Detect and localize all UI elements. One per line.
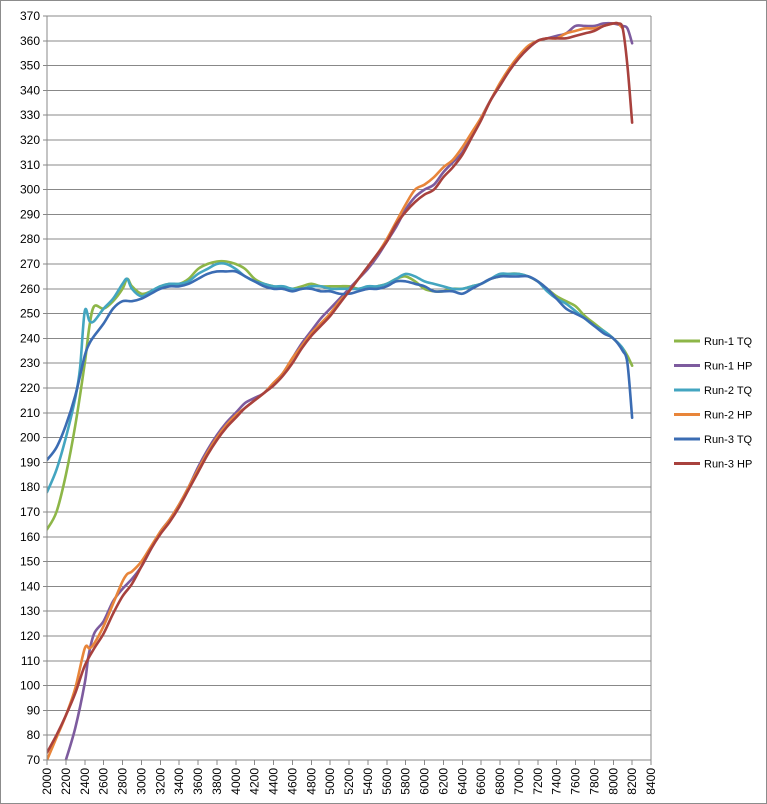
- legend-label-run-1-tq: Run-1 TQ: [704, 336, 753, 348]
- y-tick-label: 200: [20, 431, 40, 445]
- x-tick-label: 4000: [229, 768, 243, 795]
- legend: Run-1 TQ Run-1 HP Run-2 TQ Run-2 HP Run-3 TQ…: [674, 336, 753, 471]
- y-tick-label: 150: [20, 555, 40, 569]
- x-tick-label: 3400: [172, 768, 186, 795]
- x-tick-label: 6000: [418, 768, 432, 795]
- y-tick-label: 240: [20, 331, 40, 345]
- x-axis-tick-labels: 2000 2200 2400 2600 2800 3000 3200 3400 3600 3800…: [40, 768, 658, 795]
- y-tick-label: 270: [20, 257, 40, 271]
- x-tick-label: 6800: [493, 768, 507, 795]
- x-tick-label: 3600: [191, 768, 205, 795]
- y-tick-label: 320: [20, 133, 40, 147]
- x-tick-label: 8000: [606, 768, 620, 795]
- x-tick-label: 4600: [285, 768, 299, 795]
- y-axis-tick-labels: 70 80 90 100 110 120 130 140 150 160 170 180 190 200 2…: [20, 9, 40, 767]
- y-tick-label: 260: [20, 282, 40, 296]
- legend-label-run-3-tq: Run-3 TQ: [704, 434, 753, 446]
- x-tick-label: 6600: [474, 768, 488, 795]
- x-tick-label: 5200: [342, 768, 356, 795]
- x-tick-label: 8200: [625, 768, 639, 795]
- y-tick-label: 140: [20, 579, 40, 593]
- x-tick-label: 2600: [97, 768, 111, 795]
- y-tick-label: 80: [27, 728, 41, 742]
- y-tick-label: 230: [20, 356, 40, 370]
- legend-label-run-2-hp: Run-2 HP: [704, 410, 752, 422]
- y-tick-label: 330: [20, 108, 40, 122]
- legend-label-run-1-hp: Run-1 HP: [704, 361, 752, 373]
- y-tick-label: 220: [20, 381, 40, 395]
- axes: [43, 15, 652, 765]
- legend-label-run-2-tq: Run-2 TQ: [704, 385, 753, 397]
- y-tick-label: 180: [20, 480, 40, 494]
- x-tick-label: 7800: [587, 768, 601, 795]
- x-tick-label: 7400: [550, 768, 564, 795]
- x-tick-label: 6200: [436, 768, 450, 795]
- x-tick-label: 4800: [304, 768, 318, 795]
- y-tick-label: 130: [20, 604, 40, 618]
- y-tick-label: 310: [20, 158, 40, 172]
- series-layer: [47, 21, 634, 760]
- y-tick-label: 120: [20, 629, 40, 643]
- y-tick-label: 160: [20, 530, 40, 544]
- x-tick-label: 3000: [134, 768, 148, 795]
- x-tick-label: 4200: [248, 768, 262, 795]
- x-tick-label: 5800: [399, 768, 413, 795]
- y-tick-label: 280: [20, 232, 40, 246]
- y-tick-label: 170: [20, 505, 40, 519]
- x-tick-label: 2000: [40, 768, 54, 795]
- y-tick-label: 250: [20, 307, 40, 321]
- y-tick-label: 100: [20, 679, 40, 693]
- y-tick-label: 290: [20, 207, 40, 221]
- y-tick-label: 190: [20, 455, 40, 469]
- series-line-run-3-tq: [47, 269, 634, 462]
- y-tick-label: 110: [21, 654, 40, 668]
- x-tick-label: 7200: [531, 768, 545, 795]
- series-line-run-2-hp: [47, 21, 624, 760]
- x-tick-label: 5400: [361, 768, 375, 795]
- y-tick-label: 350: [20, 59, 40, 73]
- y-tick-label: 70: [27, 753, 41, 767]
- y-tick-label: 210: [20, 406, 40, 420]
- x-tick-label: 3200: [153, 768, 167, 795]
- x-tick-label: 6400: [455, 768, 469, 795]
- x-tick-label: 7000: [512, 768, 526, 795]
- y-tick-label: 300: [20, 183, 40, 197]
- gridlines: [47, 15, 651, 761]
- legend-label-run-3-hp: Run-3 HP: [704, 459, 752, 471]
- x-tick-label: 8400: [644, 768, 658, 795]
- x-tick-label: 2400: [78, 768, 92, 795]
- y-tick-label: 90: [27, 703, 41, 717]
- x-tick-label: 4400: [267, 768, 281, 795]
- y-tick-label: 360: [20, 34, 40, 48]
- x-tick-label: 3800: [210, 768, 224, 795]
- y-tick-label: 370: [20, 9, 40, 23]
- x-tick-label: 2200: [59, 768, 73, 795]
- x-tick-label: 7600: [569, 768, 583, 795]
- series-line-run-3-hp: [47, 21, 634, 754]
- x-tick-label: 5600: [380, 768, 394, 795]
- x-tick-label: 2800: [116, 768, 130, 795]
- y-tick-label: 340: [20, 83, 40, 97]
- x-tick-label: 5000: [323, 768, 337, 795]
